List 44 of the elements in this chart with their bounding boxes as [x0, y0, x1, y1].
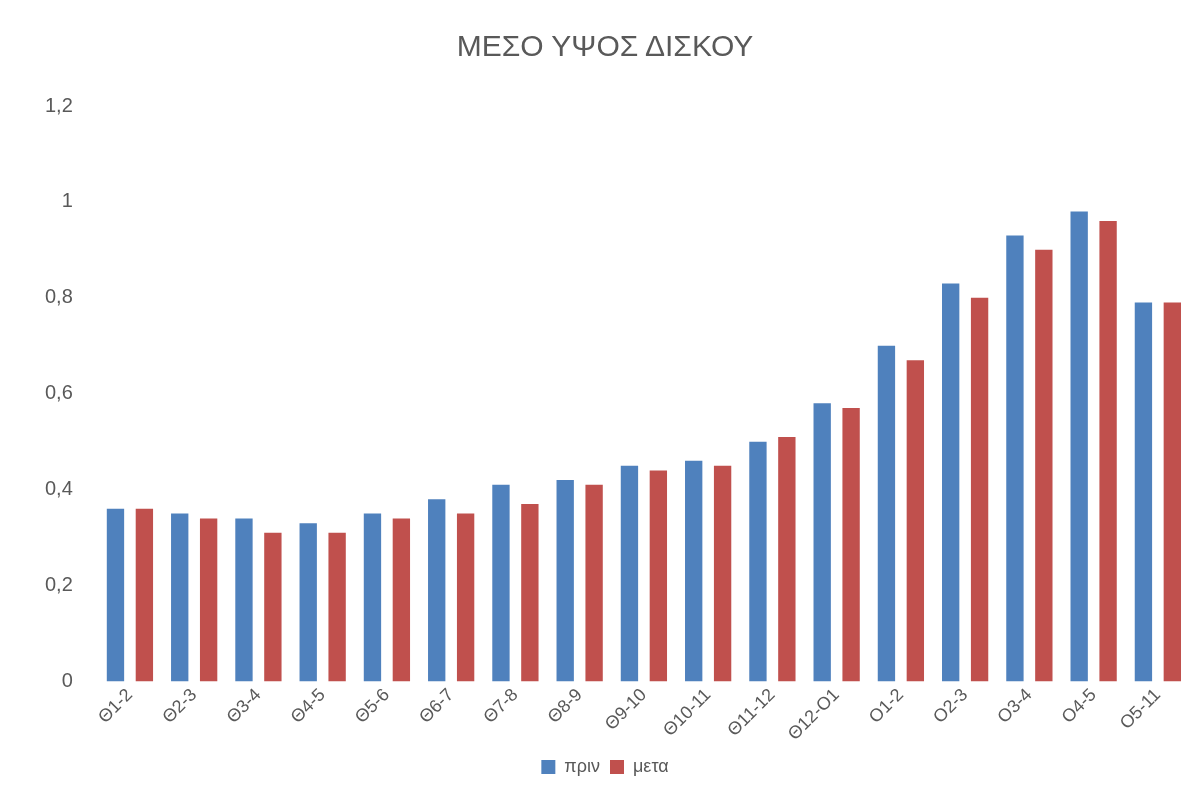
legend-label: μετα [633, 755, 669, 776]
y-tick-label: 1,2 [44, 93, 73, 116]
y-tick-label: 1 [61, 189, 73, 212]
bar [713, 465, 732, 682]
bar [842, 408, 860, 682]
bar [970, 297, 989, 682]
bar [299, 523, 317, 682]
bar [778, 436, 796, 682]
bar [363, 513, 382, 682]
chart-title: ΜΕΣΟ ΥΨΟΣ ΔΙΣΚΟΥ [456, 29, 754, 63]
bar [556, 480, 574, 682]
y-tick-label: 0 [61, 668, 73, 691]
bar [456, 513, 475, 682]
bar [749, 441, 767, 682]
bar [585, 484, 603, 682]
bar [199, 518, 218, 682]
bar [521, 504, 539, 682]
bar [877, 345, 896, 682]
bar [906, 360, 925, 682]
y-tick-label: 0,6 [44, 381, 73, 404]
bar [649, 470, 668, 682]
bar [264, 532, 282, 682]
bar [942, 283, 960, 682]
bar [1070, 211, 1088, 682]
bar [1035, 249, 1053, 682]
bar [1163, 302, 1182, 682]
bar [620, 465, 639, 682]
bar [235, 518, 253, 682]
bar [813, 403, 831, 682]
bar [685, 460, 703, 682]
y-tick-label: 0,8 [44, 285, 73, 308]
bar [392, 518, 411, 682]
bar [135, 508, 154, 682]
bar [1006, 235, 1024, 682]
bar [1099, 221, 1117, 682]
legend-label: πριν [564, 755, 601, 776]
y-tick-label: 0,4 [44, 477, 73, 500]
bar [1134, 302, 1153, 682]
bar [492, 484, 510, 682]
bar [106, 508, 125, 682]
bar [428, 499, 446, 682]
y-tick-label: 0,2 [44, 573, 73, 596]
bar [328, 532, 346, 682]
bar [171, 513, 189, 682]
